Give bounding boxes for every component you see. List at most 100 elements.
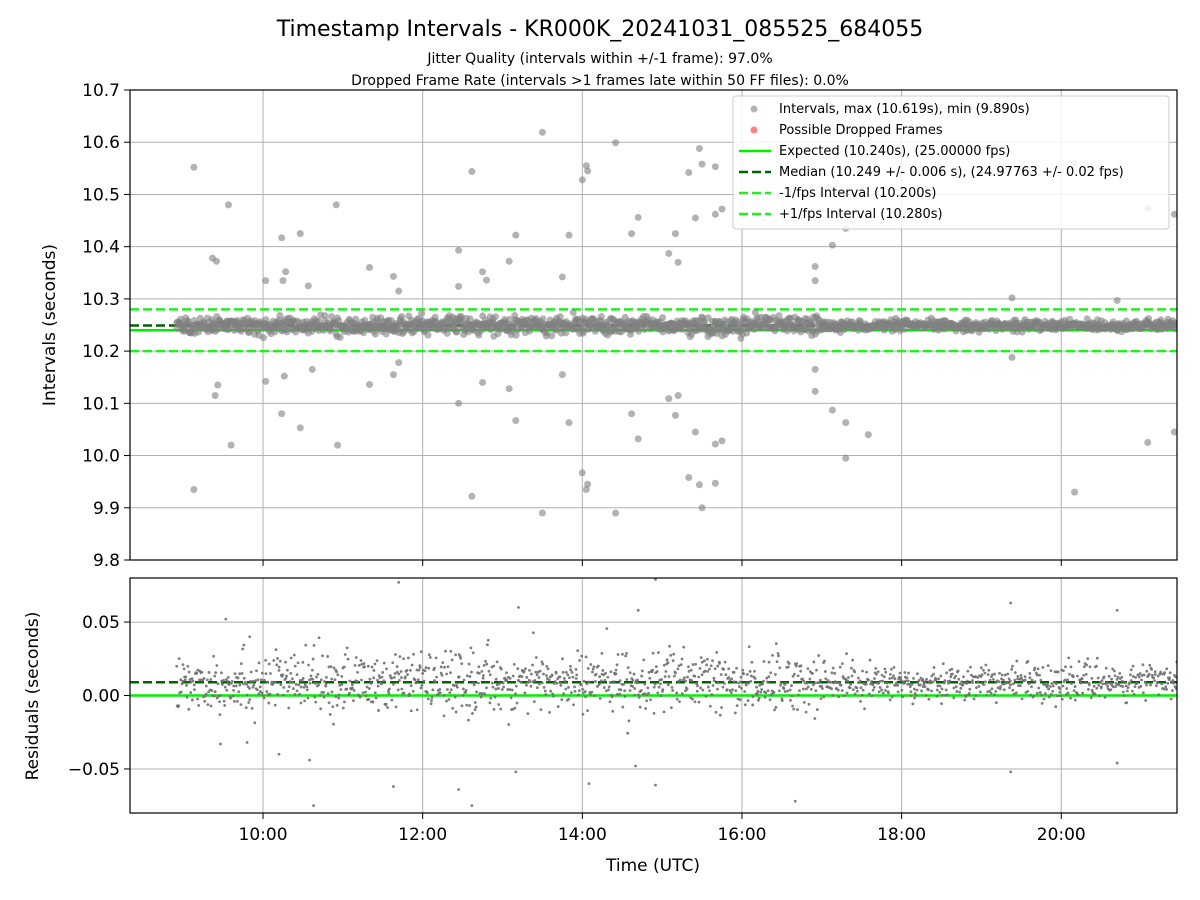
data-point bbox=[469, 646, 473, 650]
data-point bbox=[1105, 681, 1109, 685]
data-point bbox=[187, 670, 191, 674]
data-point bbox=[337, 696, 341, 700]
data-point bbox=[267, 701, 271, 705]
data-point bbox=[885, 685, 889, 689]
data-point bbox=[943, 679, 947, 683]
data-point bbox=[525, 675, 529, 679]
data-point bbox=[209, 678, 213, 682]
data-point bbox=[782, 687, 786, 690]
data-point bbox=[649, 698, 652, 702]
data-point bbox=[714, 710, 718, 714]
data-point bbox=[870, 694, 874, 698]
data-point bbox=[581, 687, 585, 691]
data-point bbox=[1051, 689, 1055, 693]
data-point bbox=[1013, 671, 1017, 675]
data-point bbox=[266, 680, 269, 684]
data-point bbox=[675, 697, 679, 701]
data-point bbox=[815, 708, 819, 711]
data-point bbox=[466, 718, 470, 722]
data-point bbox=[336, 333, 344, 341]
data-point bbox=[1062, 669, 1065, 673]
data-point bbox=[339, 688, 343, 691]
chart-title: Timestamp Intervals - KR000K_20241031_08… bbox=[276, 17, 924, 42]
data-point bbox=[819, 678, 822, 682]
outlier-point bbox=[468, 492, 476, 500]
data-point bbox=[497, 687, 500, 690]
data-point bbox=[1143, 680, 1147, 684]
data-point bbox=[393, 672, 397, 675]
data-point bbox=[547, 678, 551, 682]
data-point bbox=[776, 651, 780, 655]
data-point bbox=[1050, 682, 1054, 685]
data-point bbox=[424, 666, 428, 670]
data-point bbox=[643, 692, 647, 696]
data-point bbox=[445, 672, 449, 676]
data-point bbox=[780, 699, 784, 702]
data-point bbox=[1168, 671, 1172, 675]
data-point bbox=[473, 708, 477, 712]
data-point bbox=[351, 699, 355, 703]
data-point bbox=[400, 676, 403, 679]
data-point bbox=[1077, 693, 1080, 697]
data-point bbox=[1084, 681, 1088, 685]
data-point bbox=[789, 698, 792, 702]
x-tick-label: 20:00 bbox=[1037, 825, 1086, 845]
data-point bbox=[257, 661, 261, 665]
data-point bbox=[616, 653, 620, 656]
data-point bbox=[222, 699, 226, 703]
data-point bbox=[431, 688, 435, 692]
data-point bbox=[1040, 701, 1044, 705]
data-point bbox=[1059, 694, 1063, 698]
data-point bbox=[308, 681, 312, 685]
data-point bbox=[877, 690, 881, 694]
data-point bbox=[442, 693, 446, 697]
data-point bbox=[809, 687, 813, 691]
data-point bbox=[678, 678, 682, 682]
data-point bbox=[1121, 690, 1125, 694]
data-point bbox=[239, 703, 243, 707]
data-point bbox=[438, 691, 442, 695]
data-point bbox=[324, 676, 328, 679]
data-point bbox=[336, 673, 340, 677]
data-point bbox=[741, 668, 745, 672]
data-point bbox=[1163, 671, 1167, 675]
data-point bbox=[410, 663, 414, 667]
data-point bbox=[340, 683, 344, 686]
outlier-point bbox=[628, 410, 636, 418]
data-point bbox=[693, 700, 697, 704]
data-point bbox=[290, 677, 294, 681]
data-point bbox=[365, 685, 369, 689]
data-point bbox=[986, 673, 990, 677]
data-point bbox=[1132, 692, 1136, 696]
data-point bbox=[912, 687, 916, 691]
data-point bbox=[364, 694, 368, 698]
data-point bbox=[1019, 674, 1023, 677]
data-point bbox=[1135, 682, 1139, 685]
y-tick-label: 10.6 bbox=[82, 133, 120, 153]
data-point bbox=[416, 678, 420, 682]
data-point bbox=[295, 689, 299, 693]
outlier-point bbox=[691, 214, 699, 222]
data-point bbox=[269, 672, 272, 675]
data-point bbox=[183, 678, 187, 682]
outlier-point bbox=[665, 249, 673, 257]
data-point bbox=[748, 669, 752, 673]
data-point bbox=[848, 686, 852, 690]
data-point bbox=[186, 664, 190, 668]
data-point bbox=[229, 696, 233, 700]
data-point bbox=[175, 664, 179, 668]
data-point bbox=[903, 671, 907, 674]
data-point bbox=[519, 680, 523, 684]
data-point bbox=[543, 689, 547, 693]
data-point bbox=[189, 691, 193, 694]
data-point bbox=[1047, 687, 1051, 691]
data-point bbox=[994, 701, 998, 705]
data-point bbox=[806, 685, 810, 689]
data-point bbox=[319, 678, 323, 682]
data-point bbox=[326, 655, 330, 658]
outlier-point bbox=[685, 169, 693, 177]
outlier-point bbox=[587, 782, 591, 786]
data-point bbox=[284, 660, 287, 664]
data-point bbox=[716, 687, 719, 691]
data-point bbox=[772, 690, 776, 694]
